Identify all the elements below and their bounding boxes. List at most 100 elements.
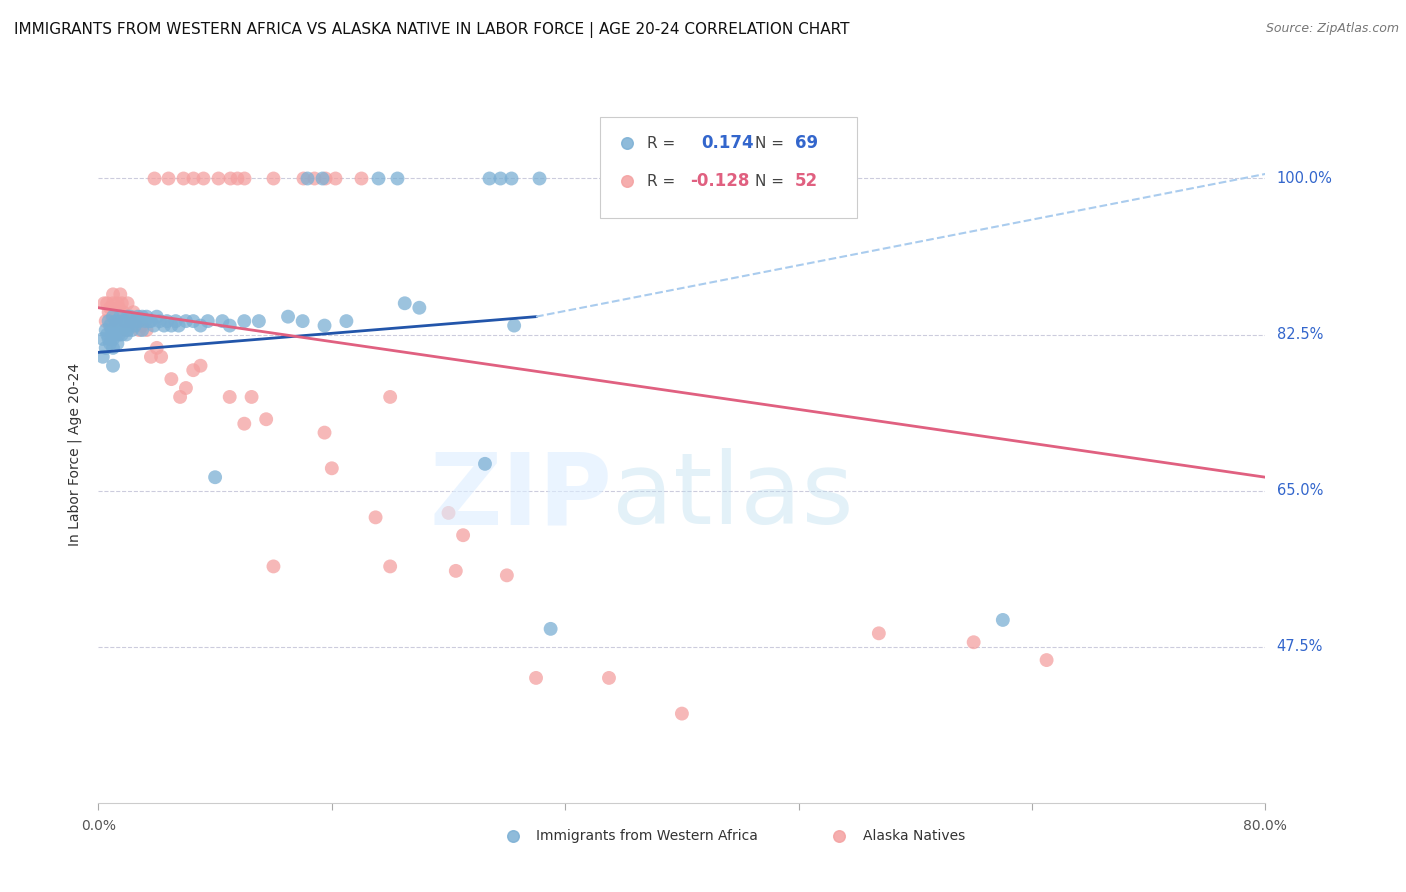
Point	[314, 171, 336, 186]
Point	[108, 301, 131, 315]
Point	[135, 310, 157, 324]
Point	[380, 390, 402, 404]
Point	[139, 314, 162, 328]
Point	[124, 318, 146, 333]
Point	[111, 296, 134, 310]
Point	[110, 287, 132, 301]
Point	[111, 327, 134, 342]
Text: R =: R =	[647, 136, 681, 151]
Point	[174, 381, 197, 395]
Text: 0.174: 0.174	[702, 134, 755, 153]
Point	[748, 267, 770, 281]
Point	[96, 296, 118, 310]
Point	[350, 171, 373, 186]
Point	[104, 327, 127, 342]
Point	[160, 372, 183, 386]
Point	[115, 323, 138, 337]
Point	[93, 296, 115, 310]
Point	[91, 332, 114, 346]
Point	[105, 296, 128, 310]
Point	[748, 218, 770, 232]
Point	[387, 171, 409, 186]
Point	[181, 171, 204, 186]
Point	[112, 305, 135, 319]
Point	[128, 314, 150, 328]
Point	[100, 323, 122, 337]
Point	[295, 171, 318, 186]
Point	[104, 314, 127, 328]
Point	[367, 171, 389, 186]
Point	[101, 341, 124, 355]
Point	[94, 314, 117, 328]
Point	[110, 323, 132, 337]
Point	[117, 296, 139, 310]
Point	[527, 171, 550, 186]
Point	[139, 350, 162, 364]
Text: N =: N =	[755, 174, 785, 189]
Point	[233, 314, 256, 328]
Point	[233, 417, 256, 431]
Point	[142, 318, 165, 333]
Point	[226, 171, 249, 186]
Point	[117, 323, 139, 337]
Point	[451, 528, 474, 542]
Text: 80.0%: 80.0%	[1243, 819, 1288, 833]
Point	[98, 301, 121, 315]
Point	[488, 171, 510, 186]
FancyBboxPatch shape	[600, 118, 858, 219]
Text: 69: 69	[796, 134, 818, 153]
Point	[218, 171, 240, 186]
Point	[598, 671, 620, 685]
Point	[193, 171, 215, 186]
Point	[131, 323, 153, 337]
Point	[503, 318, 526, 333]
Point	[190, 318, 212, 333]
Point	[444, 564, 467, 578]
Point	[105, 336, 128, 351]
Point	[321, 461, 343, 475]
Point	[364, 510, 387, 524]
Text: Immigrants from Western Africa: Immigrants from Western Africa	[536, 829, 758, 843]
Point	[197, 314, 219, 328]
Point	[135, 323, 157, 337]
Point	[868, 626, 890, 640]
Point	[671, 706, 693, 721]
Point	[146, 310, 169, 324]
Point	[104, 314, 127, 328]
Text: 65.0%: 65.0%	[1277, 483, 1323, 498]
Point	[380, 559, 402, 574]
Point	[117, 310, 139, 324]
Point	[128, 323, 150, 337]
Point	[121, 323, 143, 337]
Text: N =: N =	[755, 136, 785, 151]
Point	[218, 390, 240, 404]
Point	[165, 314, 187, 328]
Y-axis label: In Labor Force | Age 20-24: In Labor Force | Age 20-24	[67, 363, 83, 547]
Point	[101, 310, 124, 324]
Point	[96, 327, 118, 342]
Point	[153, 318, 176, 333]
Point	[394, 296, 416, 310]
Text: 47.5%: 47.5%	[1277, 640, 1323, 654]
Point	[118, 318, 141, 333]
Point	[218, 318, 240, 333]
Point	[204, 470, 226, 484]
Point	[233, 171, 256, 186]
Point	[962, 635, 984, 649]
Text: atlas: atlas	[612, 448, 853, 545]
Point	[131, 318, 153, 333]
Point	[277, 310, 299, 324]
Text: -0.128: -0.128	[690, 172, 749, 191]
Point	[138, 314, 160, 328]
Point	[540, 622, 562, 636]
Point	[314, 318, 336, 333]
Point	[190, 359, 212, 373]
Point	[291, 171, 314, 186]
Point	[97, 332, 120, 346]
Point	[254, 412, 277, 426]
Point	[150, 350, 173, 364]
Point	[160, 318, 183, 333]
Point	[169, 390, 191, 404]
Point	[131, 310, 153, 324]
Point	[247, 314, 270, 328]
